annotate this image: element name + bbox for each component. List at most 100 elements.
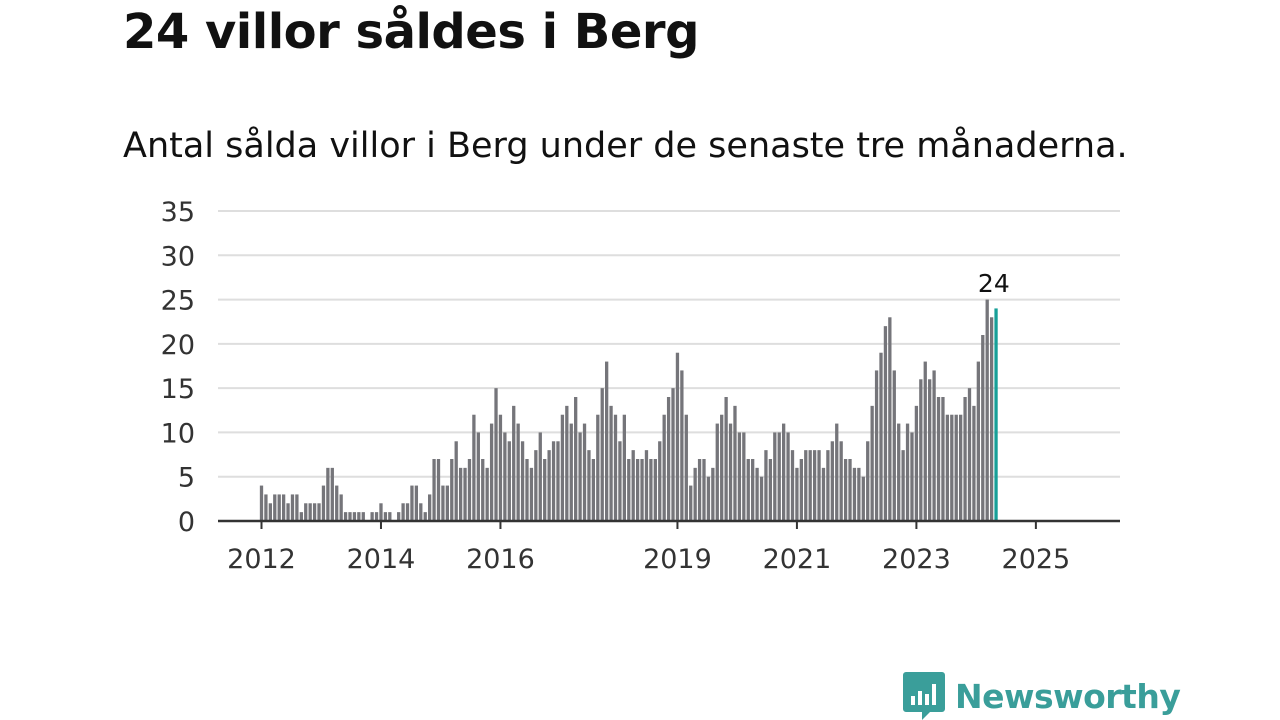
bar bbox=[295, 494, 299, 521]
bar bbox=[653, 459, 657, 521]
bar bbox=[848, 459, 852, 521]
bar bbox=[401, 503, 405, 521]
chart-title: 24 villor såldes i Berg bbox=[123, 4, 699, 60]
bar bbox=[312, 503, 317, 521]
bar bbox=[596, 414, 600, 521]
bar bbox=[892, 370, 896, 521]
brand-name: Newsworthy bbox=[955, 676, 1181, 716]
bar bbox=[959, 414, 963, 521]
bar bbox=[290, 494, 295, 521]
bar bbox=[419, 503, 423, 521]
bar bbox=[649, 459, 653, 521]
bar bbox=[370, 512, 374, 521]
bar bbox=[821, 467, 826, 521]
bar bbox=[565, 405, 569, 521]
bar bbox=[441, 485, 445, 521]
bar bbox=[711, 467, 715, 521]
y-tick-label: 5 bbox=[178, 463, 195, 494]
bar bbox=[728, 423, 733, 521]
bar bbox=[702, 459, 706, 521]
bar bbox=[870, 405, 874, 521]
bar bbox=[786, 432, 790, 521]
bar bbox=[972, 405, 976, 521]
bar bbox=[343, 512, 348, 521]
bar bbox=[489, 423, 494, 521]
bar bbox=[259, 485, 264, 521]
bar bbox=[397, 512, 401, 521]
bar bbox=[538, 432, 542, 521]
chart-subtitle: Antal sålda villor i Berg under de senas… bbox=[123, 126, 1128, 166]
bar bbox=[830, 441, 834, 521]
bar bbox=[874, 370, 879, 521]
bar bbox=[742, 432, 746, 521]
bar bbox=[861, 476, 865, 521]
bar bbox=[883, 326, 888, 521]
bar bbox=[666, 397, 671, 521]
y-tick-label: 0 bbox=[178, 507, 195, 538]
bar bbox=[534, 450, 538, 521]
newsworthy-logo: Newsworthy bbox=[903, 672, 1181, 720]
bar bbox=[689, 485, 693, 521]
bar bbox=[335, 485, 339, 521]
bar bbox=[923, 361, 927, 521]
bar bbox=[494, 388, 498, 521]
bar bbox=[808, 450, 812, 521]
bar bbox=[556, 441, 560, 521]
bar bbox=[286, 503, 290, 521]
bar bbox=[472, 414, 476, 521]
bar bbox=[613, 414, 618, 521]
bar bbox=[804, 450, 808, 521]
bar bbox=[910, 432, 914, 521]
x-tick-label: 2014 bbox=[347, 544, 416, 575]
bar bbox=[684, 414, 688, 521]
bar bbox=[963, 397, 967, 521]
bars bbox=[259, 299, 998, 521]
bar bbox=[914, 405, 919, 521]
bar bbox=[950, 414, 954, 521]
bar bbox=[520, 441, 525, 521]
bar bbox=[755, 467, 759, 521]
bar bbox=[671, 388, 675, 521]
bar bbox=[799, 459, 803, 521]
bar bbox=[361, 512, 365, 521]
bar bbox=[591, 459, 596, 521]
bar bbox=[720, 414, 724, 521]
newsworthy-icon bbox=[903, 672, 945, 720]
bar bbox=[450, 459, 454, 521]
bar bbox=[560, 414, 565, 521]
bar bbox=[543, 459, 547, 521]
bar bbox=[436, 459, 441, 521]
y-axis-ticks: 0 5 10 15 20 25 30 35 bbox=[161, 197, 195, 538]
bar bbox=[516, 423, 520, 521]
y-tick-label: 30 bbox=[161, 241, 195, 272]
bar bbox=[281, 494, 286, 521]
bar bbox=[299, 512, 303, 521]
bar bbox=[675, 352, 680, 521]
x-tick-label: 2021 bbox=[763, 544, 832, 575]
bar bbox=[405, 503, 410, 521]
bar bbox=[600, 388, 604, 521]
bar bbox=[317, 503, 321, 521]
bar bbox=[759, 476, 764, 521]
bar bbox=[662, 414, 666, 521]
bar bbox=[627, 459, 631, 521]
bar bbox=[352, 512, 357, 521]
bar bbox=[432, 459, 436, 521]
bar bbox=[733, 405, 737, 521]
bar bbox=[631, 450, 635, 521]
bar bbox=[609, 405, 613, 521]
bar bbox=[308, 503, 312, 521]
bar bbox=[574, 397, 578, 521]
bar bbox=[866, 441, 870, 521]
bar bbox=[383, 512, 388, 521]
last-value-label: 24 bbox=[978, 269, 1010, 298]
bar bbox=[410, 485, 414, 521]
bar bbox=[697, 459, 702, 521]
bar bbox=[622, 414, 626, 521]
x-tick-label: 2019 bbox=[643, 544, 712, 575]
bar bbox=[467, 459, 472, 521]
bar bbox=[485, 467, 489, 521]
bar bbox=[321, 485, 326, 521]
bar bbox=[773, 432, 777, 521]
y-tick-label: 35 bbox=[161, 197, 195, 228]
